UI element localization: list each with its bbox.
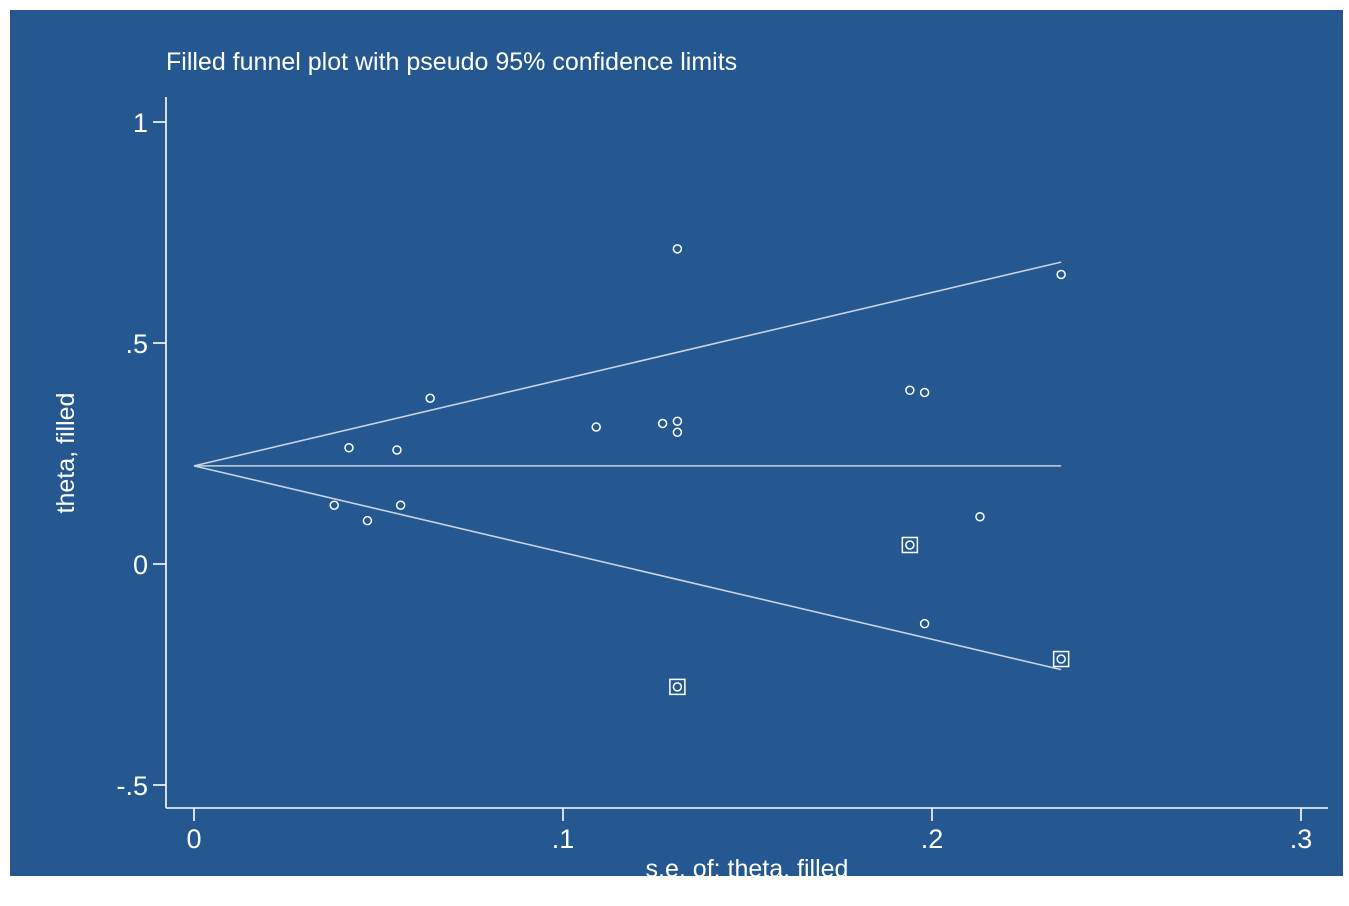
filled-study-point (1052, 650, 1070, 668)
observed-study-point (395, 500, 406, 510)
observed-study-point (392, 445, 402, 455)
observed-study-point (672, 244, 683, 254)
y-axis-ticks: -.5 0 .5 1 (116, 108, 166, 801)
x-tick-label: .2 (921, 824, 944, 854)
x-axis-ticks: 0 .1 .2 .3 (186, 808, 1312, 854)
y-tick-label: 1 (133, 108, 148, 138)
lower-confidence-limit-line (193, 465, 1062, 671)
x-axis-label: s.e. of: theta, filled (646, 855, 849, 883)
observed-study-point (344, 443, 354, 453)
observed-study-point (672, 427, 683, 438)
filled-study-circle-marker (1056, 654, 1066, 664)
observed-study-point (425, 393, 435, 403)
filled-study-point (901, 536, 919, 554)
observed-study-point (657, 418, 668, 429)
filled-study-square-marker (901, 536, 919, 554)
observed-studies (329, 244, 1066, 629)
filled-study-circle-marker (672, 682, 683, 692)
observed-study-point (905, 385, 915, 396)
axes: -.5 0 .5 1 0 .1 .2 .3 (116, 97, 1328, 854)
observed-study-point (591, 422, 601, 432)
y-axis-label: theta, filled (52, 393, 80, 514)
chart-title: Filled funnel plot with pseudo 95% confi… (166, 48, 737, 76)
observed-study-point (1056, 269, 1066, 280)
observed-study-point (919, 387, 930, 398)
observed-study-point (329, 500, 339, 510)
filled-study-point (669, 678, 686, 696)
x-tick-label: .1 (552, 824, 575, 854)
confidence-limits (193, 261, 1062, 671)
x-tick-label: .3 (1290, 824, 1313, 854)
observed-study-point (919, 618, 930, 629)
y-tick-label: -.5 (116, 771, 148, 801)
observed-study-point (362, 515, 373, 526)
x-tick-label: 0 (186, 824, 201, 854)
y-tick-label: .5 (125, 329, 148, 359)
filled-study-square-marker (1052, 650, 1070, 668)
filled-studies (669, 536, 1070, 696)
graph-region (10, 10, 1343, 876)
filled-study-circle-marker (905, 540, 915, 550)
observed-study-point (975, 511, 985, 522)
y-tick-label: 0 (133, 550, 148, 580)
upper-confidence-limit-line (193, 261, 1062, 467)
observed-study-point (672, 416, 683, 426)
filled-study-square-marker (669, 678, 686, 696)
